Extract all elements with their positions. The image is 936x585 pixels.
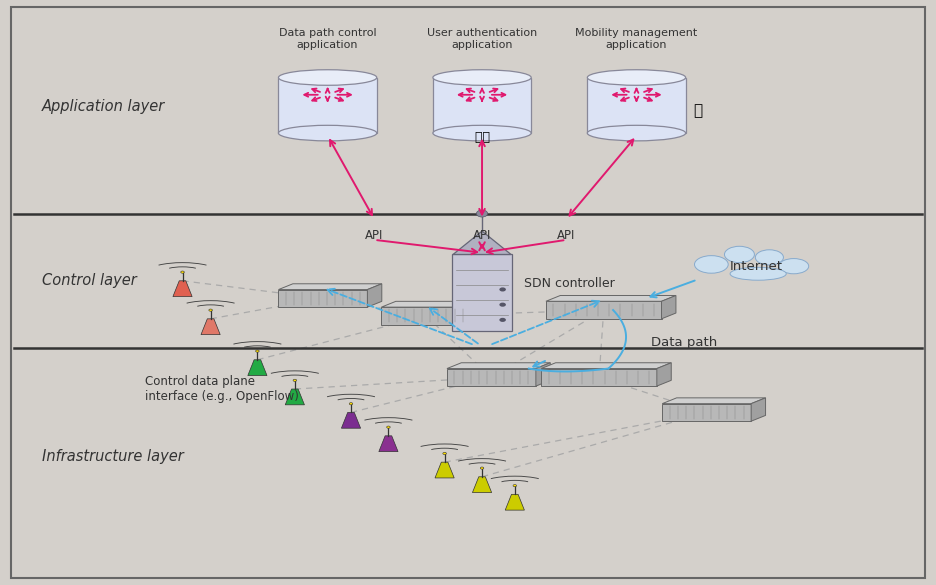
Text: Data path: Data path (651, 336, 717, 349)
Polygon shape (546, 301, 662, 319)
Text: Application layer: Application layer (42, 99, 166, 114)
Ellipse shape (779, 259, 809, 274)
Polygon shape (663, 398, 766, 404)
Ellipse shape (279, 70, 376, 85)
Polygon shape (379, 436, 398, 452)
Bar (433, 78, 532, 133)
Text: Data path control
application: Data path control application (279, 28, 376, 50)
Circle shape (349, 402, 353, 405)
Polygon shape (541, 369, 657, 386)
Polygon shape (505, 494, 524, 510)
Polygon shape (447, 363, 550, 369)
Text: User authentication
application: User authentication application (427, 28, 537, 50)
Polygon shape (382, 307, 471, 325)
Polygon shape (367, 284, 382, 307)
Polygon shape (663, 404, 752, 421)
Polygon shape (541, 363, 671, 369)
Circle shape (387, 426, 390, 428)
Text: Mobility management
application: Mobility management application (576, 28, 697, 50)
Ellipse shape (755, 250, 783, 265)
Polygon shape (201, 319, 220, 335)
Circle shape (500, 318, 506, 322)
Polygon shape (173, 281, 192, 297)
Polygon shape (279, 290, 367, 307)
Text: Internet: Internet (730, 260, 782, 273)
Circle shape (209, 309, 212, 311)
Circle shape (480, 467, 484, 469)
Ellipse shape (588, 125, 685, 141)
Circle shape (256, 350, 259, 352)
Polygon shape (453, 231, 511, 254)
Circle shape (500, 302, 506, 307)
Polygon shape (279, 284, 382, 290)
Polygon shape (447, 369, 536, 386)
Polygon shape (471, 301, 485, 325)
Text: Control layer: Control layer (42, 273, 137, 288)
Ellipse shape (588, 70, 685, 85)
Bar (588, 78, 685, 133)
Ellipse shape (730, 267, 786, 280)
Polygon shape (662, 295, 676, 319)
Text: 📱: 📱 (693, 104, 702, 119)
Text: SDN controller: SDN controller (524, 277, 615, 290)
Polygon shape (657, 363, 671, 386)
Circle shape (181, 271, 184, 273)
Circle shape (443, 452, 446, 455)
Text: API: API (365, 229, 384, 242)
Polygon shape (435, 462, 454, 478)
FancyBboxPatch shape (452, 254, 512, 331)
Polygon shape (752, 398, 766, 421)
Circle shape (476, 210, 488, 217)
Polygon shape (536, 363, 550, 386)
Circle shape (513, 484, 517, 487)
Polygon shape (285, 389, 304, 405)
Text: API: API (557, 229, 576, 242)
Polygon shape (546, 295, 676, 301)
Polygon shape (473, 477, 491, 493)
Text: 🧑‍💼: 🧑‍💼 (475, 131, 490, 144)
Bar (279, 78, 376, 133)
Ellipse shape (433, 125, 532, 141)
Polygon shape (382, 301, 485, 307)
Polygon shape (342, 412, 360, 428)
Circle shape (293, 379, 297, 381)
Text: Control data plane
interface (e.g., OpenFlow): Control data plane interface (e.g., Open… (145, 375, 299, 403)
Ellipse shape (695, 256, 728, 273)
Circle shape (500, 287, 506, 291)
Ellipse shape (724, 246, 754, 263)
Ellipse shape (433, 70, 532, 85)
Text: API: API (473, 229, 491, 242)
Text: Infrastructure layer: Infrastructure layer (42, 449, 183, 464)
Ellipse shape (279, 125, 376, 141)
Polygon shape (248, 360, 267, 376)
